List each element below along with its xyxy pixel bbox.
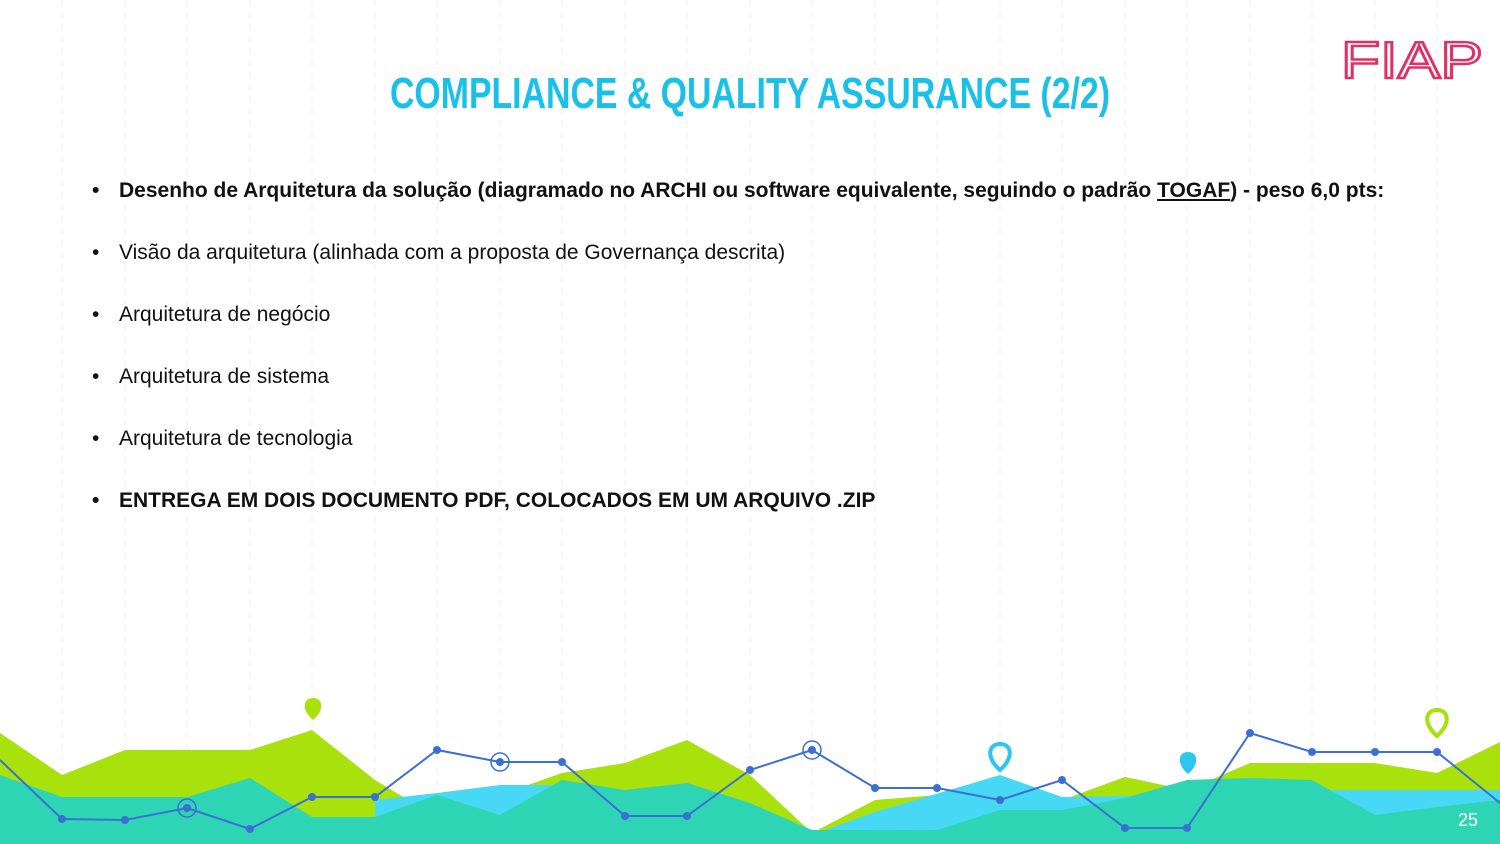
bullet-text: Visão da arquitetura (alinhada com a pro… — [119, 241, 786, 264]
slide-title: COMPLIANCE & QUALITY ASSURANCE (2/2) — [390, 69, 1110, 118]
bullet-item: ENTREGA EM DOIS DOCUMENTO PDF, COLOCADOS… — [92, 478, 1442, 524]
bullet-item: Desenho de Arquitetura da solução (diagr… — [92, 168, 1442, 214]
link[interactable]: TOGAF — [1157, 179, 1231, 202]
page-number: 25 — [1458, 810, 1478, 830]
bullet-text: ) - peso 6,0 pts: — [1230, 179, 1385, 202]
bullet-item: Arquitetura de negócio — [92, 292, 1442, 338]
bullet-text: Desenho de Arquitetura da solução (diagr… — [119, 179, 1158, 202]
bullet-item: Visão da arquitetura (alinhada com a pro… — [92, 230, 1442, 276]
bullet-list: Desenho de Arquitetura da solução (diagr… — [92, 168, 1442, 540]
bullet-text: Arquitetura de negócio — [119, 303, 331, 326]
logo: FIAP — [1341, 32, 1483, 90]
bullet-text: Arquitetura de sistema — [119, 365, 330, 388]
bullet-item: Arquitetura de sistema — [92, 354, 1442, 400]
footer-decoration — [0, 698, 1500, 844]
bullet-text: ENTREGA EM DOIS DOCUMENTO PDF, COLOCADOS… — [119, 489, 876, 512]
bullet-text: Arquitetura de tecnologia — [119, 427, 353, 450]
bullet-item: Arquitetura de tecnologia — [92, 416, 1442, 462]
